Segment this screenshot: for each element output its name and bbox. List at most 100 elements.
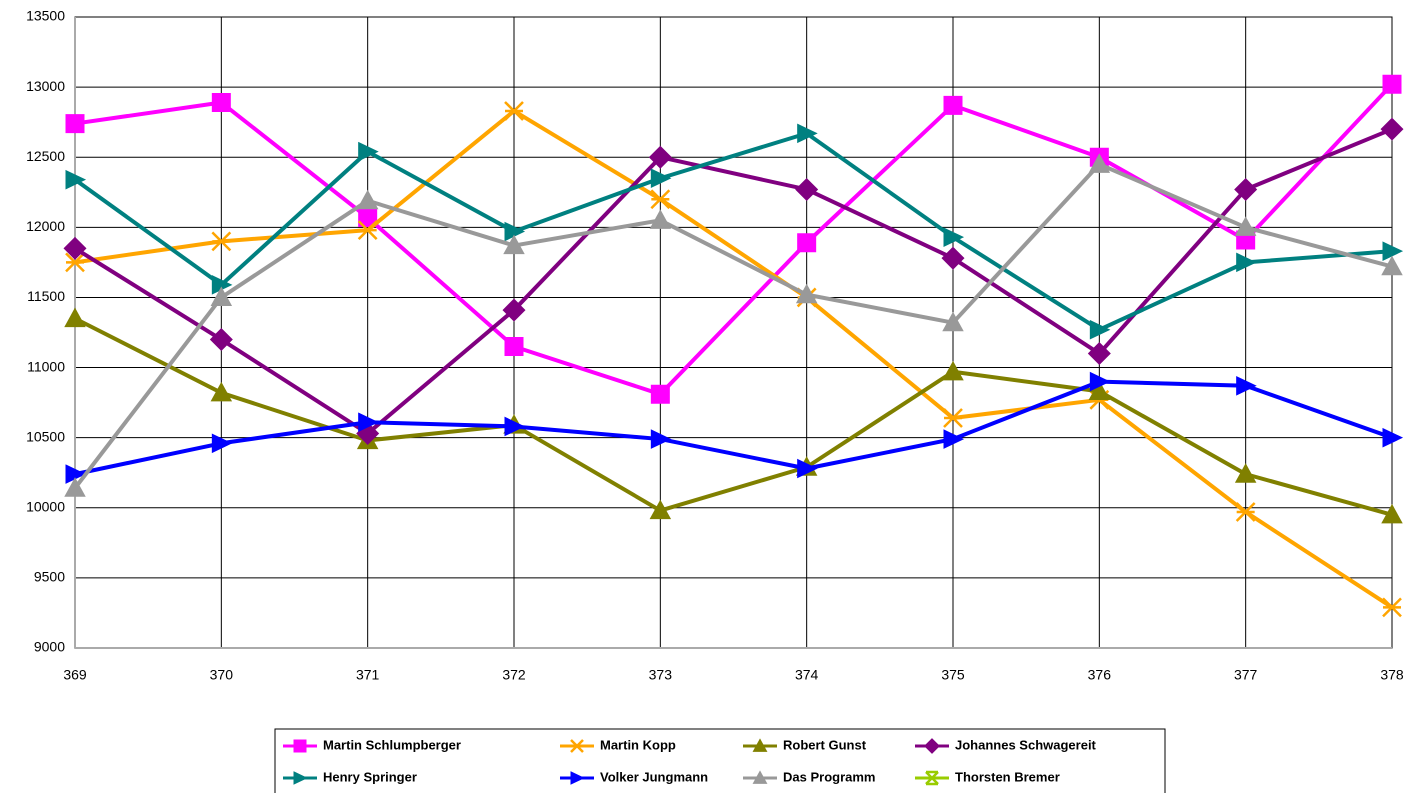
point-marker <box>1234 463 1257 483</box>
x-tick-label: 375 <box>941 667 965 683</box>
point-marker <box>65 114 85 134</box>
series-line <box>73 162 1393 490</box>
point-marker <box>211 231 232 252</box>
legend-marker <box>752 770 768 784</box>
y-tick-label: 11500 <box>27 288 65 304</box>
point-marker <box>1236 252 1257 273</box>
point-marker <box>941 246 965 270</box>
point-marker <box>1089 319 1111 340</box>
series-line <box>74 379 1393 477</box>
series-line <box>73 127 1393 436</box>
x-tick-label: 370 <box>210 667 234 683</box>
point-marker <box>210 381 233 402</box>
point-marker <box>1088 153 1111 173</box>
series-line <box>74 316 1393 517</box>
legend-marker <box>570 771 585 785</box>
point-marker <box>1380 117 1404 141</box>
point-marker <box>1381 503 1403 524</box>
point-marker <box>943 408 963 428</box>
point-marker <box>1088 380 1111 400</box>
point-marker <box>648 145 672 169</box>
point-marker <box>797 458 818 479</box>
point-marker <box>502 298 526 322</box>
point-marker <box>795 177 819 201</box>
point-marker <box>504 337 524 357</box>
series-line <box>74 108 1394 610</box>
y-tick-label: 11000 <box>27 358 65 374</box>
y-tick-label: 13500 <box>26 8 65 24</box>
point-marker <box>649 499 672 520</box>
point-marker <box>63 236 87 260</box>
legend-box <box>274 728 1166 793</box>
point-marker <box>797 123 818 144</box>
point-marker <box>942 311 964 332</box>
point-marker <box>211 433 233 454</box>
point-marker <box>943 227 965 247</box>
y-tick-label: 10500 <box>26 428 65 444</box>
point-marker <box>504 416 526 437</box>
legend-label: Das Programm <box>783 769 875 784</box>
point-marker <box>357 220 378 241</box>
point-marker <box>1382 74 1402 94</box>
legend-marker <box>925 770 939 786</box>
legend-marker <box>293 739 307 753</box>
point-marker <box>1234 177 1258 201</box>
legend-marker <box>293 771 308 785</box>
point-marker <box>1234 216 1257 236</box>
y-tick-label: 13000 <box>26 78 65 94</box>
y-tick-label: 12000 <box>26 218 65 234</box>
point-marker <box>1382 427 1404 448</box>
point-marker <box>65 169 87 190</box>
legend-marker <box>752 738 768 752</box>
point-marker <box>356 189 379 210</box>
point-marker <box>1381 255 1403 276</box>
point-marker <box>650 189 671 210</box>
legend-label: Johannes Schwagereit <box>955 737 1097 752</box>
point-marker <box>503 234 525 255</box>
legend-marker <box>570 739 584 753</box>
point-marker <box>358 141 379 162</box>
legend-label: Martin Schlumpberger <box>323 737 461 752</box>
point-marker <box>1236 375 1257 396</box>
point-marker <box>64 307 86 328</box>
point-marker <box>1382 597 1402 618</box>
legend-label: Volker Jungmann <box>600 769 708 784</box>
point-marker <box>1087 342 1111 366</box>
point-marker <box>1089 371 1111 392</box>
x-tick-label: 373 <box>649 667 673 683</box>
y-tick-label: 12500 <box>26 148 65 164</box>
legend-marker <box>924 738 940 754</box>
legend-label: Robert Gunst <box>783 737 867 752</box>
point-marker <box>650 168 672 189</box>
point-marker <box>504 101 524 121</box>
legend-label: Thorsten Bremer <box>955 769 1060 784</box>
series-line <box>74 82 1394 397</box>
point-marker <box>64 477 86 497</box>
x-tick-label: 377 <box>1234 667 1258 683</box>
point-marker <box>650 384 670 404</box>
legend-label: Henry Springer <box>323 769 417 784</box>
series-line <box>73 131 1393 332</box>
point-marker <box>649 209 672 229</box>
point-marker <box>65 252 85 273</box>
x-tick-label: 372 <box>502 667 526 683</box>
point-marker <box>942 360 964 381</box>
point-marker <box>1235 502 1256 522</box>
point-marker <box>943 95 963 115</box>
point-marker <box>211 93 231 113</box>
x-tick-label: 374 <box>795 667 819 683</box>
point-marker <box>358 412 379 433</box>
x-tick-label: 369 <box>63 667 87 683</box>
x-tick-label: 378 <box>1380 667 1404 683</box>
point-marker <box>210 286 233 307</box>
x-tick-label: 371 <box>356 667 380 683</box>
plot-area <box>75 17 1392 648</box>
point-marker <box>1382 241 1404 261</box>
point-marker <box>209 328 233 352</box>
point-marker <box>650 429 672 449</box>
point-marker <box>795 283 818 304</box>
point-marker <box>943 429 965 449</box>
x-tick-label: 376 <box>1088 667 1112 683</box>
point-marker <box>797 233 817 253</box>
